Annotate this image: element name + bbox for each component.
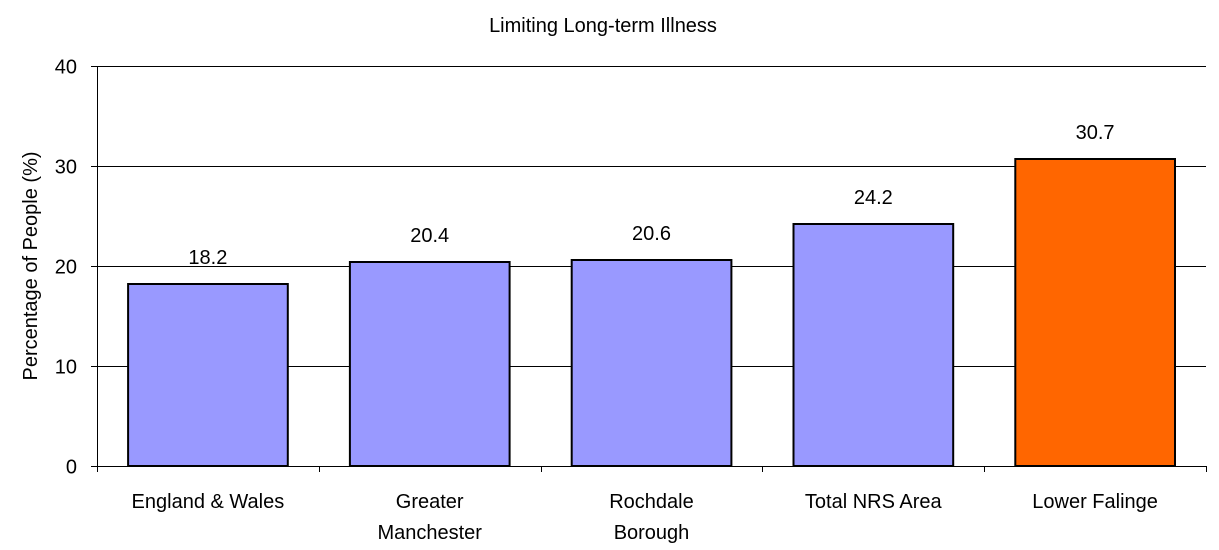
- x-tick-label: Manchester: [377, 522, 482, 544]
- x-tick-label: Borough: [614, 522, 690, 544]
- x-tick-label: England & Wales: [132, 491, 285, 513]
- y-tick-label: 20: [55, 257, 77, 279]
- y-axis-label: Percentage of People (%): [20, 151, 42, 380]
- y-tick-label: 10: [55, 357, 77, 379]
- data-label: 18.2: [188, 247, 227, 269]
- bars: [127, 158, 1176, 467]
- x-tick-label: Total NRS Area: [805, 491, 943, 513]
- data-label: 30.7: [1076, 122, 1115, 144]
- data-label: 20.4: [410, 225, 449, 247]
- labels: 18.2 England & Wales 20.4 Greater Manchester…: [55, 57, 1158, 545]
- y-tick-label: 0: [66, 457, 77, 479]
- y-tick-label: 40: [55, 57, 77, 79]
- bar: [570, 259, 733, 467]
- data-label: 20.6: [632, 223, 671, 245]
- x-tick-label: Lower Falinge: [1032, 491, 1158, 513]
- chart-title: Limiting Long-term Illness: [489, 15, 717, 37]
- axes: [91, 66, 1207, 472]
- bar: [348, 261, 511, 467]
- data-label: 24.2: [854, 187, 893, 209]
- x-tick-label: Rochdale: [609, 491, 694, 513]
- bar: [1014, 158, 1176, 467]
- x-tick-label: Greater: [396, 491, 464, 513]
- bar: [127, 283, 289, 467]
- y-tick-label: 30: [55, 157, 77, 179]
- bar: [792, 223, 955, 467]
